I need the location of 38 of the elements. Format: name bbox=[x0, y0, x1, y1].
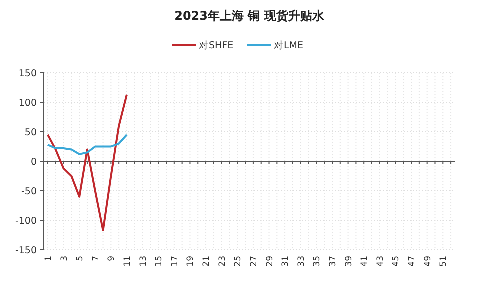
x-tick-label: 19 bbox=[186, 256, 196, 267]
x-tick-label: 1 bbox=[44, 256, 54, 262]
x-tick-label: 41 bbox=[360, 256, 370, 267]
x-tick-label: 9 bbox=[107, 256, 118, 262]
x-tick-label: 15 bbox=[154, 256, 165, 267]
line-series bbox=[46, 94, 128, 232]
x-tick-label: 49 bbox=[423, 256, 434, 267]
x-tick-label: 37 bbox=[328, 256, 338, 267]
x-tick-label: 25 bbox=[234, 256, 244, 267]
x-tick-label: 29 bbox=[265, 256, 276, 267]
x-tick-label: 47 bbox=[408, 256, 418, 267]
x-tick-label: 33 bbox=[296, 256, 307, 267]
x-tick-label: 13 bbox=[138, 256, 149, 267]
legend-label: 对SHFE bbox=[199, 40, 234, 52]
x-tick-label: 23 bbox=[218, 256, 228, 267]
x-tick-label: 43 bbox=[376, 256, 386, 267]
y-tick-label: 150 bbox=[18, 68, 37, 80]
x-tick-label: 39 bbox=[344, 256, 354, 267]
x-tick-label: 5 bbox=[76, 256, 86, 262]
y-tick-label: -150 bbox=[15, 246, 37, 256]
x-tick-label: 3 bbox=[60, 256, 70, 262]
x-tick-label: 51 bbox=[439, 256, 450, 267]
y-tick-label: 50 bbox=[24, 128, 37, 138]
y-tick-label: 100 bbox=[18, 98, 37, 109]
y-tick-label: -50 bbox=[21, 186, 37, 198]
chart-title: 2023年上海 铜 现货升贴水 bbox=[174, 9, 326, 23]
y-tick-label: -100 bbox=[15, 216, 37, 227]
x-tick-label: 17 bbox=[170, 256, 180, 267]
y-tick-label: 0 bbox=[30, 157, 37, 168]
x-tick-label: 21 bbox=[202, 256, 212, 267]
x-tick-label: 27 bbox=[249, 256, 260, 267]
x-tick-label: 7 bbox=[91, 256, 102, 262]
legend-label: 对LME bbox=[274, 40, 304, 52]
line-series bbox=[46, 134, 128, 156]
x-tick-label: 35 bbox=[312, 256, 323, 267]
x-tick-label: 45 bbox=[392, 256, 402, 267]
x-tick-label: 31 bbox=[281, 256, 292, 267]
x-tick-label: 11 bbox=[122, 256, 133, 267]
